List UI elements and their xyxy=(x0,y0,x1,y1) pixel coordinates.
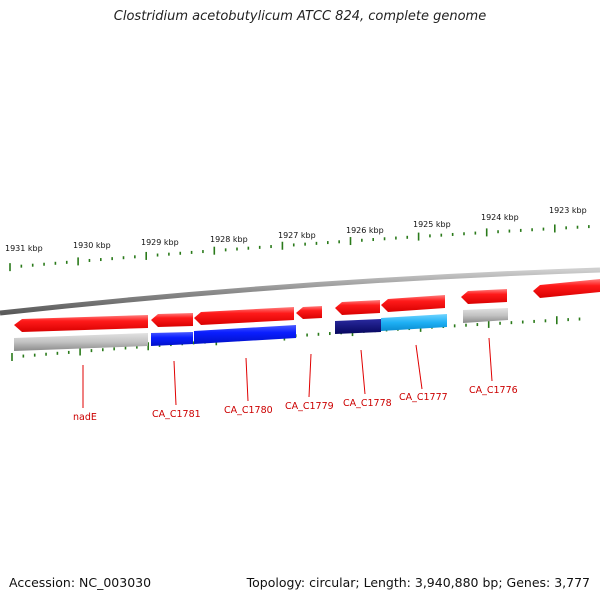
cds-bar-ca-c1780[interactable] xyxy=(194,325,296,344)
genome-summary-text: Topology: circular; Length: 3,940,880 bp… xyxy=(246,575,590,590)
gene-label-nade[interactable]: nadE xyxy=(73,412,97,423)
kbp-label: 1923 kbp xyxy=(549,206,587,215)
cds-track xyxy=(14,308,508,351)
gene-label-ca-c1780[interactable]: CA_C1780 xyxy=(224,405,273,416)
accession-text: Accession: NC_003030 xyxy=(9,575,152,590)
kbp-label: 1927 kbp xyxy=(278,231,316,240)
gene-arrow-ca-c1779[interactable] xyxy=(296,306,322,319)
gene-label-leaders xyxy=(82,337,493,408)
gene-labels: nadE CA_C1781 CA_C1780 CA_C1779 CA_C1778… xyxy=(73,385,518,423)
leader-ca-c1778 xyxy=(360,349,366,395)
cds-bar-ca-c1776[interactable] xyxy=(463,308,508,323)
kbp-label: 1930 kbp xyxy=(73,241,111,250)
leader-ca-c1780 xyxy=(245,357,249,402)
cds-bar-ca-c1781[interactable] xyxy=(151,332,193,346)
cds-bar-ca-c1777[interactable] xyxy=(381,314,447,331)
outer-tick-row xyxy=(9,224,590,272)
map-title: Clostridium acetobutylicum ATCC 824, com… xyxy=(113,9,487,24)
kbp-label: 1926 kbp xyxy=(346,226,384,235)
leader-ca-c1777 xyxy=(415,344,423,390)
gene-arrow-ca-c1777[interactable] xyxy=(381,295,445,312)
gene-arrow-nade[interactable] xyxy=(14,315,148,332)
gene-label-ca-c1778[interactable]: CA_C1778 xyxy=(343,398,392,409)
kbp-labels: 1931 kbp 1930 kbp 1929 kbp 1928 kbp 1927… xyxy=(5,206,587,253)
gene-arrow-ca-c1778[interactable] xyxy=(335,300,380,315)
kbp-label: 1925 kbp xyxy=(413,220,451,229)
gene-track xyxy=(14,279,600,332)
leader-ca-c1779 xyxy=(308,353,312,398)
kbp-label: 1929 kbp xyxy=(141,238,179,247)
gene-arrow-ca-c1780[interactable] xyxy=(194,307,294,325)
cds-bar-ca-c1778[interactable] xyxy=(335,319,381,334)
kbp-label: 1931 kbp xyxy=(5,244,43,253)
kbp-label: 1928 kbp xyxy=(210,235,248,244)
gene-arrow-next[interactable] xyxy=(533,279,600,298)
gene-arrow-ca-c1781[interactable] xyxy=(151,313,193,327)
leader-ca-c1781 xyxy=(173,360,177,406)
gene-arrow-ca-c1776[interactable] xyxy=(461,289,507,304)
genome-backbone xyxy=(0,267,600,316)
cds-bar-nade[interactable] xyxy=(14,333,148,351)
gene-label-ca-c1779[interactable]: CA_C1779 xyxy=(285,401,334,412)
gene-label-ca-c1776[interactable]: CA_C1776 xyxy=(469,385,518,396)
gene-label-ca-c1777[interactable]: CA_C1777 xyxy=(399,392,448,403)
gene-label-ca-c1781[interactable]: CA_C1781 xyxy=(152,409,201,420)
kbp-label: 1924 kbp xyxy=(481,213,519,222)
leader-ca-c1776 xyxy=(488,337,493,382)
